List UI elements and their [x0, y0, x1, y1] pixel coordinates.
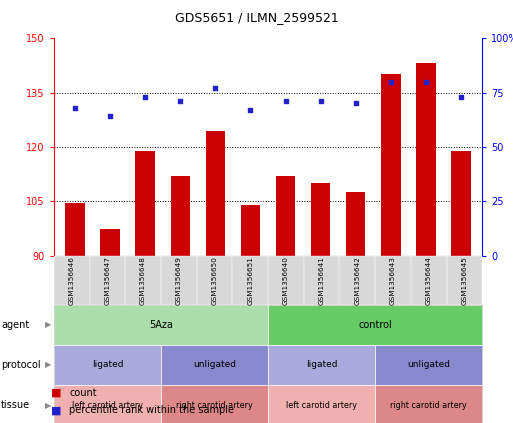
Point: [246, 107, 254, 113]
Bar: [135, 151, 155, 256]
Text: ligated: ligated: [92, 360, 123, 369]
Text: unligated: unligated: [407, 360, 450, 369]
Text: right carotid artery: right carotid artery: [176, 401, 253, 409]
Text: GSM1356650: GSM1356650: [211, 256, 218, 305]
Bar: [346, 192, 365, 256]
Point: [352, 100, 360, 107]
Text: ▶: ▶: [45, 320, 51, 329]
Point: [457, 93, 465, 100]
Text: ligated: ligated: [306, 360, 338, 369]
Text: ▶: ▶: [45, 360, 51, 369]
Point: [317, 98, 325, 104]
Point: [141, 93, 149, 100]
Text: left carotid artery: left carotid artery: [72, 401, 143, 409]
Text: 5Aza: 5Aza: [149, 320, 173, 330]
Bar: [65, 203, 85, 256]
Bar: [311, 183, 330, 256]
Bar: [381, 74, 401, 256]
Text: GSM1356643: GSM1356643: [390, 256, 396, 305]
Text: ▶: ▶: [45, 401, 51, 409]
Text: ■: ■: [51, 405, 62, 415]
Bar: [451, 151, 471, 256]
Text: GSM1356641: GSM1356641: [319, 256, 325, 305]
Point: [71, 104, 79, 111]
Text: agent: agent: [1, 320, 29, 330]
Text: control: control: [358, 320, 392, 330]
Text: ■: ■: [51, 387, 62, 398]
Point: [176, 98, 184, 104]
Point: [387, 78, 395, 85]
Text: GSM1356646: GSM1356646: [69, 256, 75, 305]
Point: [106, 113, 114, 120]
Bar: [206, 131, 225, 256]
Bar: [101, 229, 120, 256]
Text: count: count: [69, 387, 97, 398]
Bar: [241, 205, 260, 256]
Text: left carotid artery: left carotid artery: [286, 401, 357, 409]
Text: GSM1356647: GSM1356647: [105, 256, 110, 305]
Point: [282, 98, 290, 104]
Text: GSM1356645: GSM1356645: [461, 256, 467, 305]
Text: GSM1356644: GSM1356644: [426, 256, 431, 305]
Text: unligated: unligated: [193, 360, 236, 369]
Bar: [417, 63, 436, 256]
Text: right carotid artery: right carotid artery: [390, 401, 467, 409]
Text: GSM1356642: GSM1356642: [354, 256, 360, 305]
Text: tissue: tissue: [1, 400, 30, 410]
Text: GSM1356640: GSM1356640: [283, 256, 289, 305]
Text: protocol: protocol: [1, 360, 41, 370]
Text: percentile rank within the sample: percentile rank within the sample: [69, 405, 234, 415]
Text: GSM1356649: GSM1356649: [176, 256, 182, 305]
Text: GSM1356648: GSM1356648: [140, 256, 146, 305]
Point: [211, 85, 220, 91]
Point: [422, 78, 430, 85]
Text: GDS5651 / ILMN_2599521: GDS5651 / ILMN_2599521: [174, 11, 339, 24]
Bar: [171, 176, 190, 256]
Text: GSM1356651: GSM1356651: [247, 256, 253, 305]
Bar: [276, 176, 295, 256]
